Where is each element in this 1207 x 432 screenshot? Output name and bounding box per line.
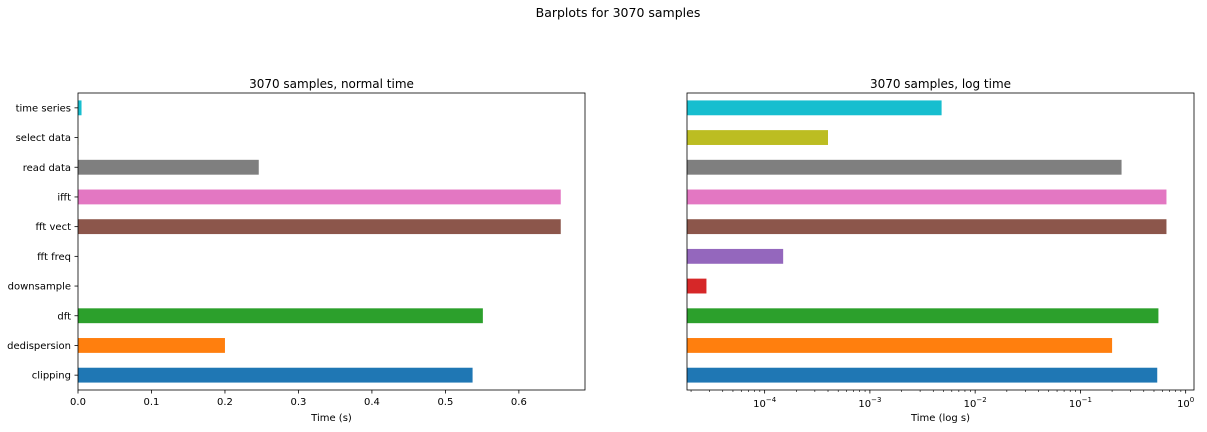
bar-dft <box>687 308 1159 324</box>
x-tick-label: 0.0 <box>70 397 86 408</box>
bar-ifft <box>78 189 561 205</box>
bar-ifft <box>687 189 1167 205</box>
x-tick-label: 0.2 <box>217 397 233 408</box>
axes-frame <box>686 92 1195 391</box>
bar-fft-vect <box>687 219 1167 235</box>
x-tick-label: 10−4 <box>753 396 777 410</box>
bar-dedispersion <box>687 338 1113 353</box>
y-tick-label: fft freq <box>37 252 71 263</box>
y-tick-label: select data <box>16 133 71 144</box>
bar-time-series <box>687 100 942 116</box>
bar-dft <box>78 308 483 324</box>
bar-fft-freq <box>687 248 784 264</box>
axes-frame <box>77 92 586 391</box>
x-tick-label: 0.4 <box>364 397 380 408</box>
y-tick-label: downsample <box>8 282 71 293</box>
x-tick-label: 10−1 <box>1069 396 1092 410</box>
bar-read-data <box>78 159 259 175</box>
x-tick-label: 0.1 <box>144 397 160 408</box>
bar-time-series <box>78 100 82 116</box>
figure-suptitle: Barplots for 3070 samples <box>536 5 701 20</box>
x-tick-label: 10−3 <box>858 396 881 410</box>
y-tick-label: ifft <box>57 192 71 203</box>
x-tick-label: 100 <box>1177 396 1194 410</box>
x-tick-label: 0.3 <box>290 397 306 408</box>
y-tick-label: dedispersion <box>7 341 71 352</box>
x-axis-label: Time (log s) <box>910 413 970 424</box>
y-tick-label: read data <box>23 163 71 174</box>
bar-clipping <box>687 367 1158 383</box>
bar-clipping <box>78 367 473 383</box>
x-tick-label: 0.5 <box>437 397 453 408</box>
x-tick-label: 0.6 <box>511 397 527 408</box>
y-tick-label: fft vect <box>36 222 72 233</box>
x-tick-label: 10−2 <box>964 396 987 410</box>
bar-fft-vect <box>78 219 561 235</box>
y-tick-label: dft <box>57 311 71 322</box>
x-axis-label: Time (s) <box>310 413 352 424</box>
panel-title: 3070 samples, log time <box>870 77 1011 91</box>
panel-log-time: 3070 samples, log time 10−4 10−3 10−2 10−1 10… <box>686 77 1195 424</box>
panel-title: 3070 samples, normal time <box>249 77 414 91</box>
bar-dedispersion <box>78 338 225 353</box>
y-tick-label: clipping <box>32 371 71 382</box>
panel-normal-time: 3070 samples, normal time clipping dedispe… <box>7 77 586 424</box>
bar-select-data <box>687 130 829 145</box>
bar-read-data <box>687 159 1122 175</box>
bar-downsample <box>687 278 707 294</box>
y-tick-label: time series <box>16 103 71 114</box>
